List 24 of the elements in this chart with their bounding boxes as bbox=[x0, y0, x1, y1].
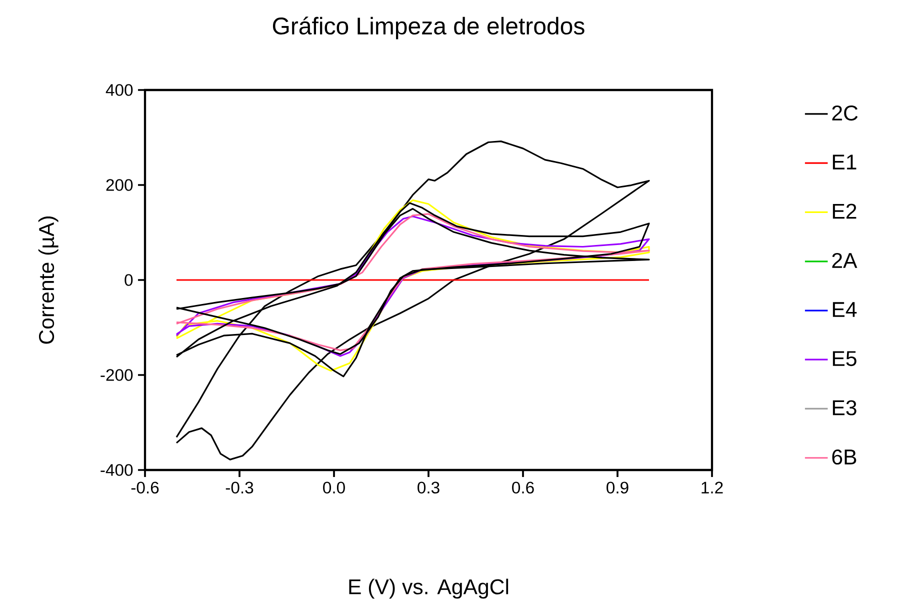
x-tick-label: 0.9 bbox=[606, 482, 628, 494]
y-tick-label: 200 bbox=[106, 179, 133, 191]
legend-label: 2A bbox=[832, 252, 858, 268]
legend-label: E4 bbox=[832, 302, 857, 317]
y-axis-title: Corrente (µA) bbox=[38, 216, 58, 344]
chart-title: Gráfico Limpeza de eletrodos bbox=[272, 16, 584, 40]
y-tick-label: -200 bbox=[100, 369, 133, 381]
x-tick-label: -0.3 bbox=[226, 482, 254, 494]
legend-label: E1 bbox=[832, 154, 856, 170]
x-axis-title: E (V) vs. AgAgCl bbox=[349, 578, 508, 599]
y-tick-label: -400 bbox=[100, 464, 133, 476]
x-tick-label: 0.0 bbox=[323, 482, 345, 494]
y-tick-label: 0 bbox=[124, 274, 133, 286]
x-tick-label: -0.6 bbox=[131, 482, 159, 494]
y-tick-label: 400 bbox=[106, 84, 133, 96]
legend-label: E3 bbox=[832, 400, 856, 416]
legend-label: E5 bbox=[832, 351, 856, 366]
legend-label: 6B bbox=[832, 449, 856, 465]
legend-label: 2C bbox=[832, 105, 858, 121]
x-tick-label: 1.2 bbox=[702, 482, 723, 494]
legend-label: E2 bbox=[832, 204, 856, 219]
x-tick-label: 0.3 bbox=[418, 482, 440, 494]
x-tick-label: 0.6 bbox=[512, 482, 534, 494]
line-series bbox=[176, 140, 650, 460]
